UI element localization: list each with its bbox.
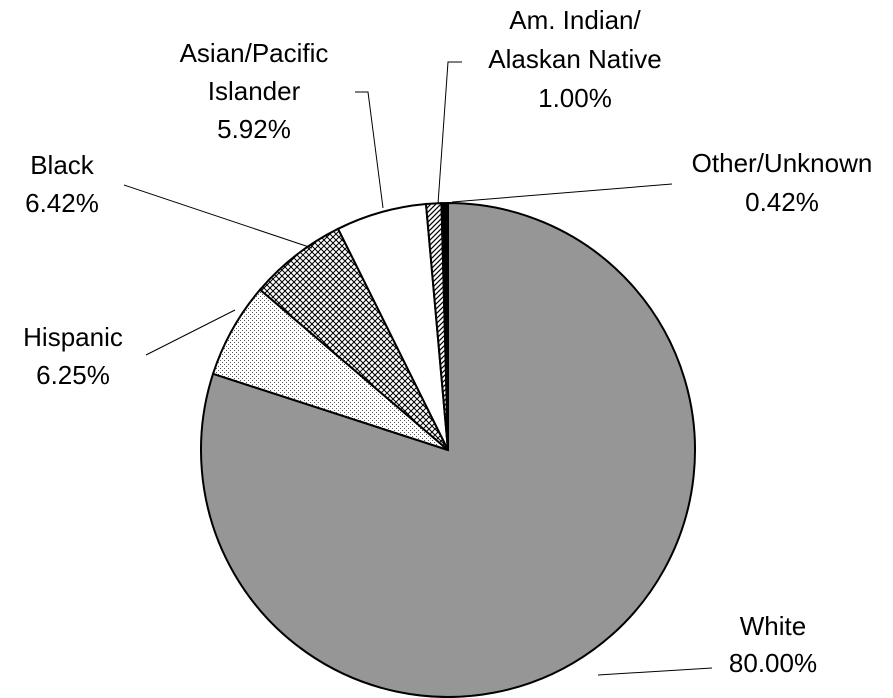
pie-slice-other bbox=[440, 201, 449, 451]
label-white-value: 80.00% bbox=[729, 648, 817, 678]
pie-slices bbox=[200, 201, 696, 698]
label-amindian-name-2: Alaskan Native bbox=[488, 44, 661, 74]
leader-black bbox=[123, 184, 313, 249]
label-black-value: 6.42% bbox=[25, 188, 99, 218]
pie-slice-white bbox=[200, 201, 696, 698]
leader-lines bbox=[123, 61, 713, 676]
leader-hispanic bbox=[145, 309, 236, 356]
label-other-name: Other/Unknown bbox=[692, 148, 873, 178]
leader-other bbox=[451, 183, 673, 203]
leader-white bbox=[597, 667, 713, 676]
label-asian-value: 5.92% bbox=[217, 114, 291, 144]
leader-amindian bbox=[437, 61, 462, 205]
label-asian-name-1: Asian/Pacific bbox=[180, 38, 329, 68]
slice-labels: White 80.00% Hispanic 6.25% Black 6.42% … bbox=[23, 5, 872, 678]
label-black-name: Black bbox=[30, 150, 95, 180]
label-white-name: White bbox=[740, 611, 806, 641]
label-asian-name-2: Islander bbox=[208, 76, 301, 106]
leader-asian bbox=[355, 91, 384, 209]
label-hispanic-value: 6.25% bbox=[36, 360, 110, 390]
label-amindian-value: 1.00% bbox=[538, 83, 612, 113]
label-other-value: 0.42% bbox=[745, 187, 819, 217]
label-hispanic-name: Hispanic bbox=[23, 322, 123, 352]
label-amindian-name-1: Am. Indian/ bbox=[509, 5, 641, 35]
